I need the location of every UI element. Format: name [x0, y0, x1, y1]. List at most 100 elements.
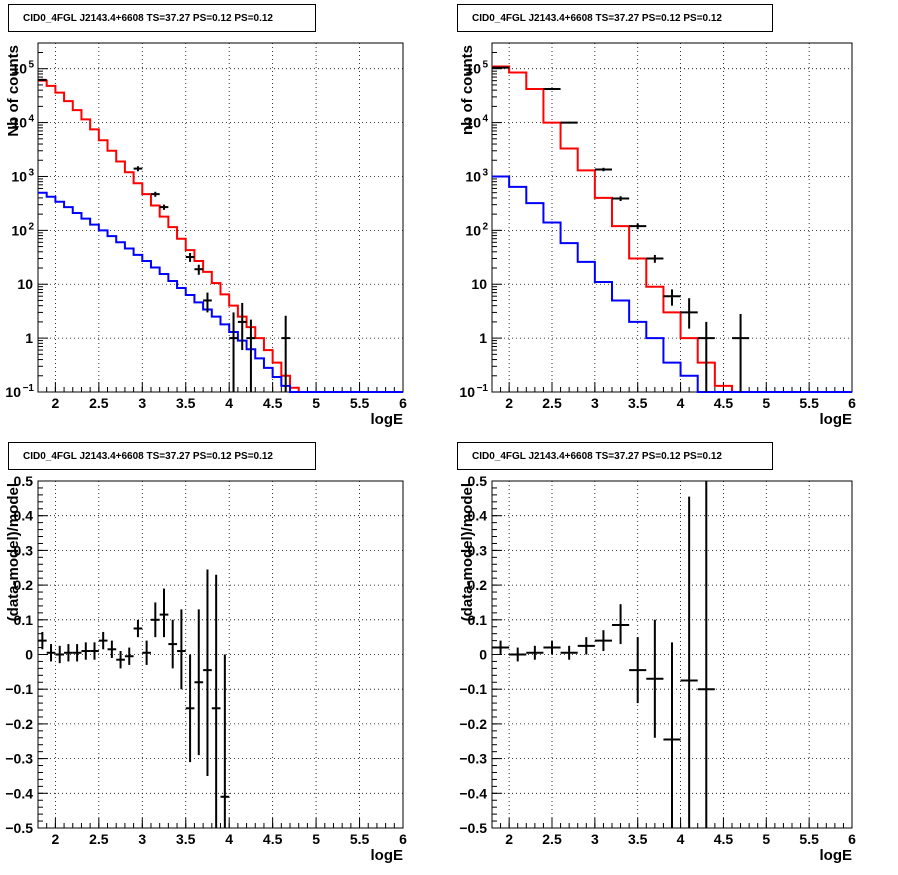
- data-point: [697, 481, 715, 828]
- data-point: [194, 609, 204, 756]
- y-tick-label: 10: [11, 168, 27, 184]
- data-point: [246, 319, 256, 392]
- y-tick-label: 10: [11, 115, 27, 131]
- y-tick-label-exponent: −1: [23, 383, 35, 394]
- data-point: [629, 223, 647, 230]
- y-tick-label: −0.4: [459, 785, 487, 801]
- y-tick-label: −0.3: [459, 751, 487, 767]
- data-point: [560, 121, 578, 124]
- data-point: [177, 609, 186, 690]
- data-point: [150, 191, 160, 197]
- y-tick-label: −0.5: [459, 820, 487, 836]
- data-point: [90, 642, 99, 660]
- y-tick-label: 0.4: [468, 508, 488, 524]
- x-tick-label: 4.5: [714, 831, 734, 847]
- x-tick-label: 3.5: [628, 831, 648, 847]
- data-point: [492, 66, 510, 69]
- data-point: [577, 637, 595, 655]
- x-tick-label: 5: [312, 395, 320, 411]
- data-point: [543, 640, 561, 655]
- y-tick-label-exponent: 3: [28, 167, 34, 178]
- data-point: [629, 637, 647, 704]
- x-tick-label: 4.5: [263, 831, 283, 847]
- x-tick-label: 2.5: [89, 831, 109, 847]
- x-tick-label: 5: [762, 831, 770, 847]
- data-point: [72, 644, 82, 662]
- y-tick-label: 10: [11, 61, 27, 77]
- y-tick-label: 10: [5, 384, 21, 400]
- x-tick-label: 5: [762, 395, 770, 411]
- data-point: [509, 647, 527, 662]
- model-source-histogram: [492, 175, 852, 393]
- x-tick-label: 2: [505, 395, 513, 411]
- x-tick-label: 4: [225, 395, 233, 411]
- data-point: [237, 302, 247, 351]
- data-point: [38, 78, 47, 82]
- x-tick-label: 2.5: [542, 395, 562, 411]
- data-point: [46, 644, 56, 662]
- x-tick-label: 3: [138, 831, 146, 847]
- x-tick-label: 6: [399, 395, 407, 411]
- y-tick-label: 0.5: [468, 473, 488, 489]
- x-tick-label: 6: [399, 831, 407, 847]
- x-tick-label: 2: [51, 395, 59, 411]
- data-point: [194, 264, 204, 275]
- x-tick-label: 2.5: [542, 831, 562, 847]
- data-point: [124, 647, 134, 665]
- x-tick-label: 3: [591, 831, 599, 847]
- y-tick-label: 10: [465, 168, 481, 184]
- y-tick-label: 0.1: [468, 612, 488, 628]
- x-tick-label: 3.5: [628, 395, 648, 411]
- x-tick-label: 5.5: [350, 395, 370, 411]
- data-point: [150, 602, 160, 638]
- data-point: [663, 642, 681, 828]
- y-tick-label-exponent: 3: [482, 167, 488, 178]
- data-point: [203, 569, 212, 776]
- data-point: [168, 619, 178, 669]
- y-axis-title: nb of counts: [459, 45, 476, 135]
- x-tick-label: 3: [138, 395, 146, 411]
- y-tick-label-exponent: 4: [482, 114, 488, 125]
- data-point: [159, 204, 169, 210]
- x-tick-label: 2: [505, 831, 513, 847]
- y-tick-label: 0.2: [468, 577, 488, 593]
- residual-chart-right: 2 2.5 3 3.5 4 4.5 5 5.5 6 −0.5 −0.4 −0.3 −0.2 −0.1 0 0.…: [459, 473, 856, 864]
- y-tick-label-base: 10: [11, 61, 27, 77]
- x-tick-label: 5.5: [799, 831, 819, 847]
- x-tick-label: 5.5: [350, 831, 370, 847]
- residual-panel-left: 2 2.5 3 3.5 4 4.5 5 5.5 6 −0.5 −0.4 −0.3 −0.2 −0.1 0 0.…: [0, 438, 449, 875]
- data-point: [281, 315, 291, 392]
- y-tick-label-exponent: 2: [482, 221, 488, 232]
- plot-frame: [37, 480, 404, 829]
- y-tick-label: −0.2: [5, 716, 33, 732]
- x-tick-label: 5.5: [799, 395, 819, 411]
- data-point: [55, 645, 65, 664]
- y-tick-label: −0.5: [5, 820, 33, 836]
- x-tick-label: 6: [848, 831, 856, 847]
- data-point: [680, 496, 698, 828]
- y-tick-label-base: 10: [11, 222, 27, 238]
- x-tick-label: 5: [312, 831, 320, 847]
- y-tick-label: 10: [11, 222, 27, 238]
- data-point: [98, 631, 108, 650]
- x-tick-label: 3: [591, 395, 599, 411]
- y-tick-label-exponent: 2: [28, 221, 34, 232]
- data-point: [526, 645, 544, 660]
- y-tick-label: 1: [479, 330, 487, 346]
- y-axis-title: (data-model)/model: [5, 483, 22, 621]
- data-point: [697, 321, 715, 392]
- chart-title: CID0_4FGL J2143.4+6608 TS=37.27 PS=0.12 …: [8, 442, 316, 470]
- x-tick-label: 3.5: [176, 831, 196, 847]
- residual-chart-left: 2 2.5 3 3.5 4 4.5 5 5.5 6 −0.5 −0.4 −0.3 −0.2 −0.1 0 0.…: [5, 473, 407, 864]
- data-point: [612, 196, 630, 202]
- x-tick-label: 4.5: [714, 395, 734, 411]
- y-tick-label: 0.2: [14, 577, 34, 593]
- data-point: [133, 619, 143, 638]
- chart-title: CID0_4FGL J2143.4+6608 TS=37.27 PS=0.12 …: [8, 4, 316, 32]
- y-tick-label-exponent: 4: [28, 114, 34, 125]
- data-point: [159, 588, 169, 638]
- x-tick-label: 2.5: [89, 395, 109, 411]
- y-tick-label-base: 10: [465, 115, 481, 131]
